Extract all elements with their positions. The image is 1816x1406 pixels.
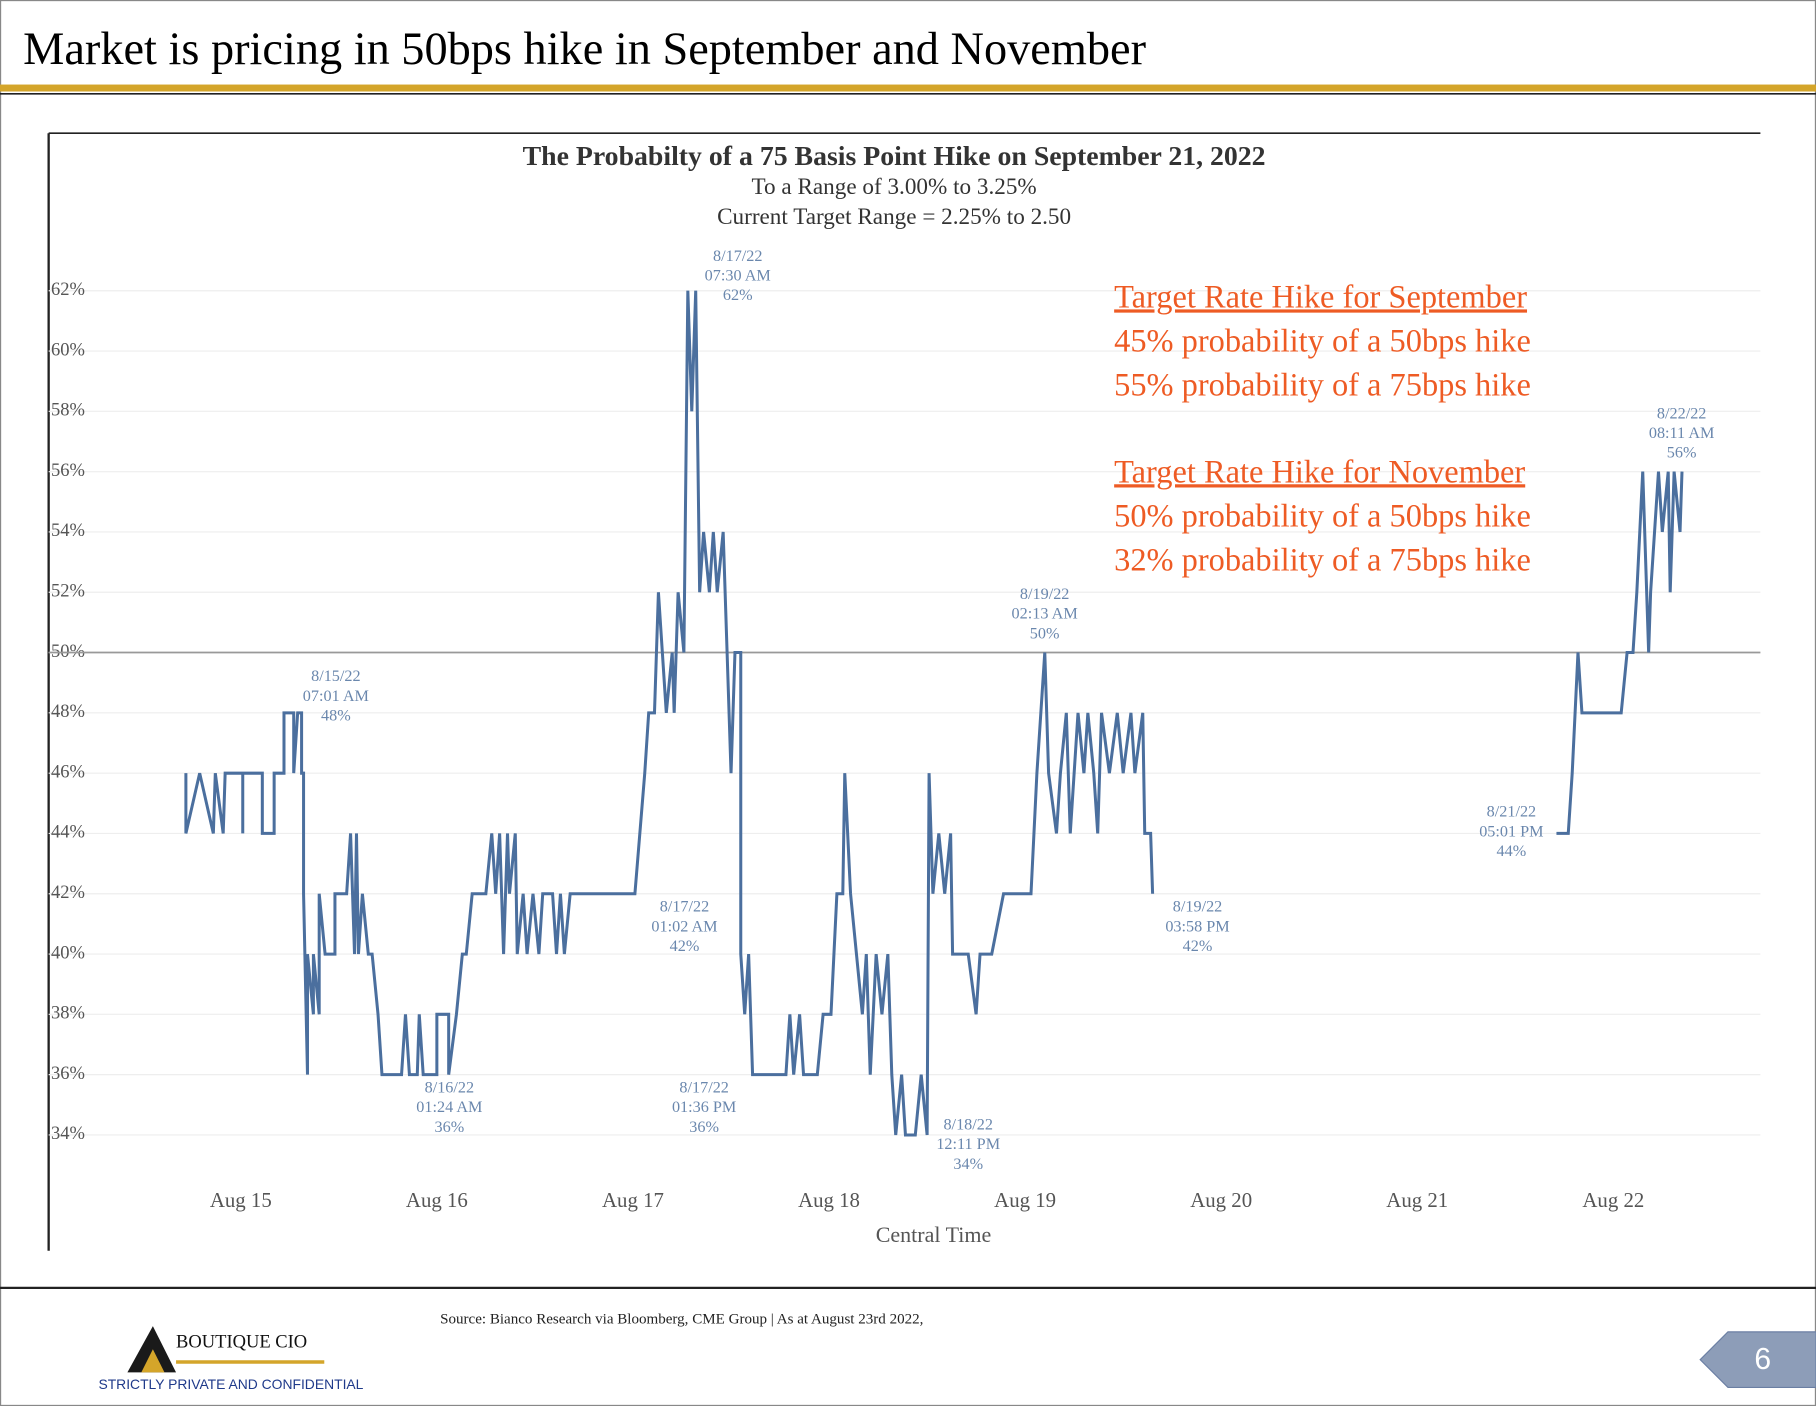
y-tick-label: 40% — [51, 942, 85, 963]
x-tick-label: Aug 18 — [798, 1188, 860, 1212]
annotation: 03:58 PM — [1165, 917, 1229, 935]
x-tick-label: Aug 15 — [210, 1188, 272, 1212]
logo-text: BOUTIQUE CIO — [176, 1332, 307, 1353]
callout-heading: Target Rate Hike for September — [1114, 279, 1527, 315]
logo-mark — [127, 1326, 177, 1373]
annotation: 8/22/22 — [1657, 404, 1707, 422]
annotation: 07:01 AM — [303, 687, 369, 705]
chart-subtitle: To a Range of 3.00% to 3.25% — [752, 174, 1037, 200]
annotation: 8/17/22 — [713, 247, 763, 265]
annotation: 44% — [1497, 842, 1527, 860]
data-line — [184, 290, 1684, 1137]
annotation: 05:01 PM — [1479, 822, 1543, 840]
annotation: 8/16/22 — [425, 1078, 475, 1096]
annotation: 50% — [1030, 624, 1060, 642]
y-tick-label: 44% — [51, 822, 85, 843]
page-number: 6 — [1754, 1343, 1771, 1376]
annotation: 01:24 AM — [416, 1098, 482, 1116]
logo-mark-inner — [141, 1349, 165, 1373]
y-tick-label: 62% — [51, 279, 85, 300]
annotation: 8/17/22 — [660, 898, 710, 916]
callout-line: 32% probability of a 75bps hike — [1114, 542, 1531, 578]
y-tick-label: 48% — [51, 701, 85, 722]
annotation: 34% — [953, 1155, 983, 1173]
annotation: 07:30 AM — [705, 267, 771, 285]
y-tick-label: 34% — [51, 1123, 85, 1144]
annotation: 01:36 PM — [672, 1098, 736, 1116]
chart-subtitle: Current Target Range = 2.25% to 2.50 — [717, 204, 1071, 230]
x-tick-label: Aug 21 — [1386, 1188, 1448, 1212]
y-tick-label: 42% — [51, 882, 85, 903]
y-tick-label: 52% — [51, 580, 85, 601]
annotation: 02:13 AM — [1012, 605, 1078, 623]
annotation: 42% — [670, 937, 700, 955]
x-tick-label: Aug 22 — [1582, 1188, 1644, 1212]
source-note: Source: Bianco Research via Bloomberg, C… — [440, 1312, 923, 1328]
annotation: 8/19/22 — [1173, 898, 1223, 916]
annotation: 8/17/22 — [679, 1078, 729, 1096]
callout-line: 45% probability of a 50bps hike — [1114, 323, 1531, 359]
annotation: 56% — [1667, 444, 1697, 462]
y-tick-label: 58% — [51, 400, 85, 421]
callout-heading: Target Rate Hike for November — [1114, 454, 1525, 490]
annotation: 8/21/22 — [1487, 803, 1537, 821]
annotation: 12:11 PM — [936, 1135, 1000, 1153]
annotation: 8/19/22 — [1020, 585, 1070, 603]
annotation: 48% — [321, 707, 351, 725]
confidential-note: STRICTLY PRIVATE AND CONFIDENTIAL — [98, 1376, 363, 1392]
y-tick-label: 60% — [51, 339, 85, 360]
y-tick-label: 54% — [51, 520, 85, 541]
annotation: 36% — [435, 1118, 465, 1136]
annotation: 36% — [689, 1118, 719, 1136]
x-tick-label: Aug 16 — [406, 1188, 468, 1212]
slide-title: Market is pricing in 50bps hike in Septe… — [23, 24, 1146, 75]
y-tick-label: 56% — [51, 460, 85, 481]
annotation: 01:02 AM — [651, 917, 717, 935]
annotation: 8/15/22 — [311, 667, 361, 685]
chart-title: The Probabilty of a 75 Basis Point Hike … — [523, 141, 1266, 172]
title-rule — [0, 84, 1816, 92]
annotation: 08:11 AM — [1649, 424, 1715, 442]
annotation: 8/18/22 — [943, 1115, 993, 1133]
x-tick-label: Aug 20 — [1190, 1188, 1252, 1212]
y-tick-label: 38% — [51, 1003, 85, 1024]
callout-line: 55% probability of a 75bps hike — [1114, 367, 1531, 403]
x-tick-label: Aug 17 — [602, 1188, 664, 1212]
y-tick-label: 36% — [51, 1063, 85, 1084]
annotation: 62% — [723, 286, 753, 304]
callout-line: 50% probability of a 50bps hike — [1114, 498, 1531, 534]
y-tick-label: 50% — [51, 641, 85, 662]
x-axis-label: Central Time — [876, 1222, 992, 1247]
x-tick-label: Aug 19 — [994, 1188, 1056, 1212]
annotation: 42% — [1183, 937, 1213, 955]
y-tick-label: 46% — [51, 761, 85, 782]
